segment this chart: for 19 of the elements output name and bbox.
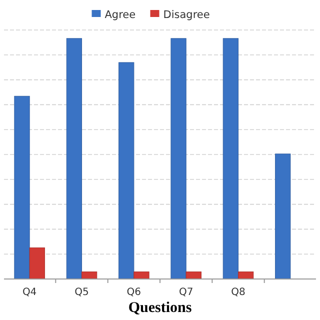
x-tick-label: Q7 [178,287,194,298]
bar [29,247,45,280]
bar [66,38,82,280]
bar [118,62,134,280]
x-tick-label: Q6 [126,287,142,298]
x-tick-label: Q8 [231,287,246,298]
bar [222,38,239,280]
bar [238,272,254,280]
bar [14,96,30,280]
x-axis-title: Questions [128,300,192,316]
bar [275,154,291,280]
x-tick-label: Q4 [22,287,37,298]
legend-label: Disagree [163,9,210,21]
bar [134,272,150,280]
bar [170,38,186,280]
legend-label: Agree [104,9,136,21]
x-tick-label: Q5 [74,287,89,298]
bar [186,272,202,280]
bar [81,272,98,280]
